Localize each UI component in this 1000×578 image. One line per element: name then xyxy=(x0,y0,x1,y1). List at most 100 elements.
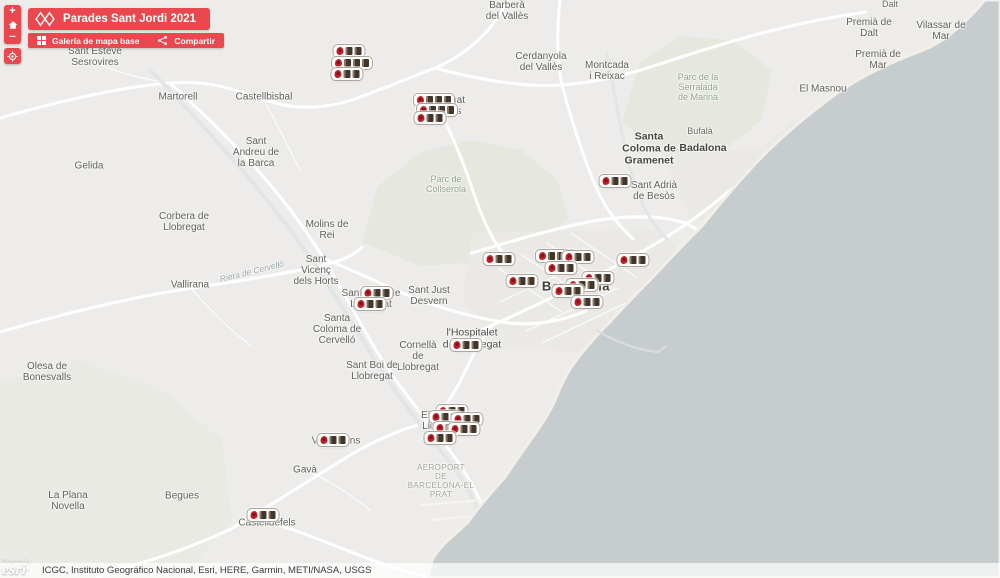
map-label: Premià de Dalt xyxy=(846,16,892,39)
book-icon xyxy=(436,434,444,442)
map-label: Sant Vicenç dels Horts xyxy=(293,254,339,288)
stall-marker[interactable] xyxy=(413,111,447,125)
app-logo-icon xyxy=(35,11,55,27)
stall-marker[interactable] xyxy=(316,433,350,447)
stall-marker[interactable] xyxy=(616,253,650,267)
map-label: Gelida xyxy=(74,160,104,172)
home-icon xyxy=(8,20,17,29)
book-icon xyxy=(375,300,383,308)
rose-icon xyxy=(417,114,425,122)
book-icon xyxy=(566,264,574,272)
book-icon xyxy=(345,47,353,55)
map-label: Olesa de Bonesvalls xyxy=(22,360,72,383)
map-label: Dalt xyxy=(881,0,899,9)
book-icon xyxy=(435,114,443,122)
stall-marker[interactable] xyxy=(505,274,539,288)
book-icon xyxy=(438,106,445,114)
share-icon[interactable] xyxy=(157,35,168,46)
rose-icon xyxy=(432,413,440,421)
book-icon xyxy=(343,70,351,78)
map-label: Corbera de Llobregat xyxy=(158,210,210,233)
rose-icon xyxy=(417,96,424,104)
locate-icon xyxy=(7,50,18,62)
rose-icon xyxy=(453,341,461,349)
map-label: Cerdanyola del Vallès xyxy=(515,50,567,73)
map-label: Begues xyxy=(165,490,199,502)
map-label: Vallirana xyxy=(170,279,210,291)
stall-marker[interactable] xyxy=(353,297,387,311)
rose-icon xyxy=(620,256,628,264)
zoom-out-button[interactable]: − xyxy=(9,31,16,43)
stall-marker[interactable] xyxy=(544,261,578,275)
book-icon xyxy=(495,255,503,263)
book-icon xyxy=(587,281,595,289)
zoom-controls: + − xyxy=(4,5,21,44)
book-icon xyxy=(444,96,451,104)
map-label: Santa Coloma de Cervelló xyxy=(312,313,362,347)
app-title: Parades Sant Jordi 2021 xyxy=(63,13,196,25)
rose-icon xyxy=(250,511,258,519)
book-icon xyxy=(352,70,360,78)
rose-icon xyxy=(555,287,563,295)
rose-icon xyxy=(364,289,372,297)
esri-logo: Powered by esri xyxy=(2,557,40,578)
book-icon xyxy=(611,177,619,185)
stall-marker[interactable] xyxy=(598,174,632,188)
rose-icon xyxy=(357,300,365,308)
attribution-sources: ICGC, Instituto Geográfico Nacional, Esr… xyxy=(42,565,372,576)
stall-marker[interactable] xyxy=(246,508,280,522)
basemap-gallery-button[interactable]: Galería de mapa base xyxy=(52,35,140,46)
map-label: Sant Adrià de Besòs xyxy=(630,179,678,202)
powered-by-label: Powered by xyxy=(2,557,32,563)
rose-icon xyxy=(335,59,342,67)
stall-marker[interactable] xyxy=(482,252,516,266)
map-label: Sant Just Desvern xyxy=(408,284,450,307)
home-button[interactable] xyxy=(4,18,21,31)
book-icon xyxy=(353,59,360,67)
book-icon xyxy=(441,413,449,421)
rose-icon xyxy=(420,106,427,114)
map-label: Gavà xyxy=(293,464,317,476)
map-label: Vilassar de Mar xyxy=(916,19,966,42)
stall-marker[interactable] xyxy=(331,56,373,70)
book-icon xyxy=(557,252,564,260)
book-icon xyxy=(268,511,276,519)
stall-marker[interactable] xyxy=(551,284,585,298)
map-label: Parc de la Serralada de Marina xyxy=(677,71,719,103)
map-label: Badalona xyxy=(679,142,727,155)
stall-marker[interactable] xyxy=(570,295,604,309)
locate-button[interactable] xyxy=(4,48,21,64)
book-icon xyxy=(445,434,453,442)
stall-marker[interactable] xyxy=(423,431,457,445)
stall-marker[interactable] xyxy=(449,338,483,352)
book-icon xyxy=(462,341,470,349)
zoom-in-button[interactable]: + xyxy=(9,5,16,17)
rose-icon xyxy=(602,177,610,185)
book-icon xyxy=(426,96,433,104)
book-icon xyxy=(429,106,436,114)
book-icon xyxy=(583,253,591,261)
book-icon xyxy=(338,436,346,444)
stall-marker[interactable] xyxy=(561,250,595,264)
book-icon xyxy=(366,300,374,308)
rose-icon xyxy=(436,424,444,432)
book-icon xyxy=(426,114,434,122)
rose-icon xyxy=(486,255,494,263)
book-icon xyxy=(564,287,572,295)
app-toolbar: Galería de mapa base Compartir xyxy=(28,33,225,48)
basemap-gallery-icon[interactable] xyxy=(37,36,46,45)
stall-marker[interactable] xyxy=(330,67,364,81)
stall-marker[interactable] xyxy=(332,44,366,58)
book-icon xyxy=(382,289,390,297)
book-icon xyxy=(592,298,600,306)
book-icon xyxy=(259,511,267,519)
book-icon xyxy=(447,106,454,114)
book-icon xyxy=(620,177,628,185)
map-label: Martorell xyxy=(158,91,198,103)
map-label: Sant Boi de Llobregat xyxy=(346,359,398,382)
rose-icon xyxy=(320,436,328,444)
share-button[interactable]: Compartir xyxy=(174,35,216,46)
